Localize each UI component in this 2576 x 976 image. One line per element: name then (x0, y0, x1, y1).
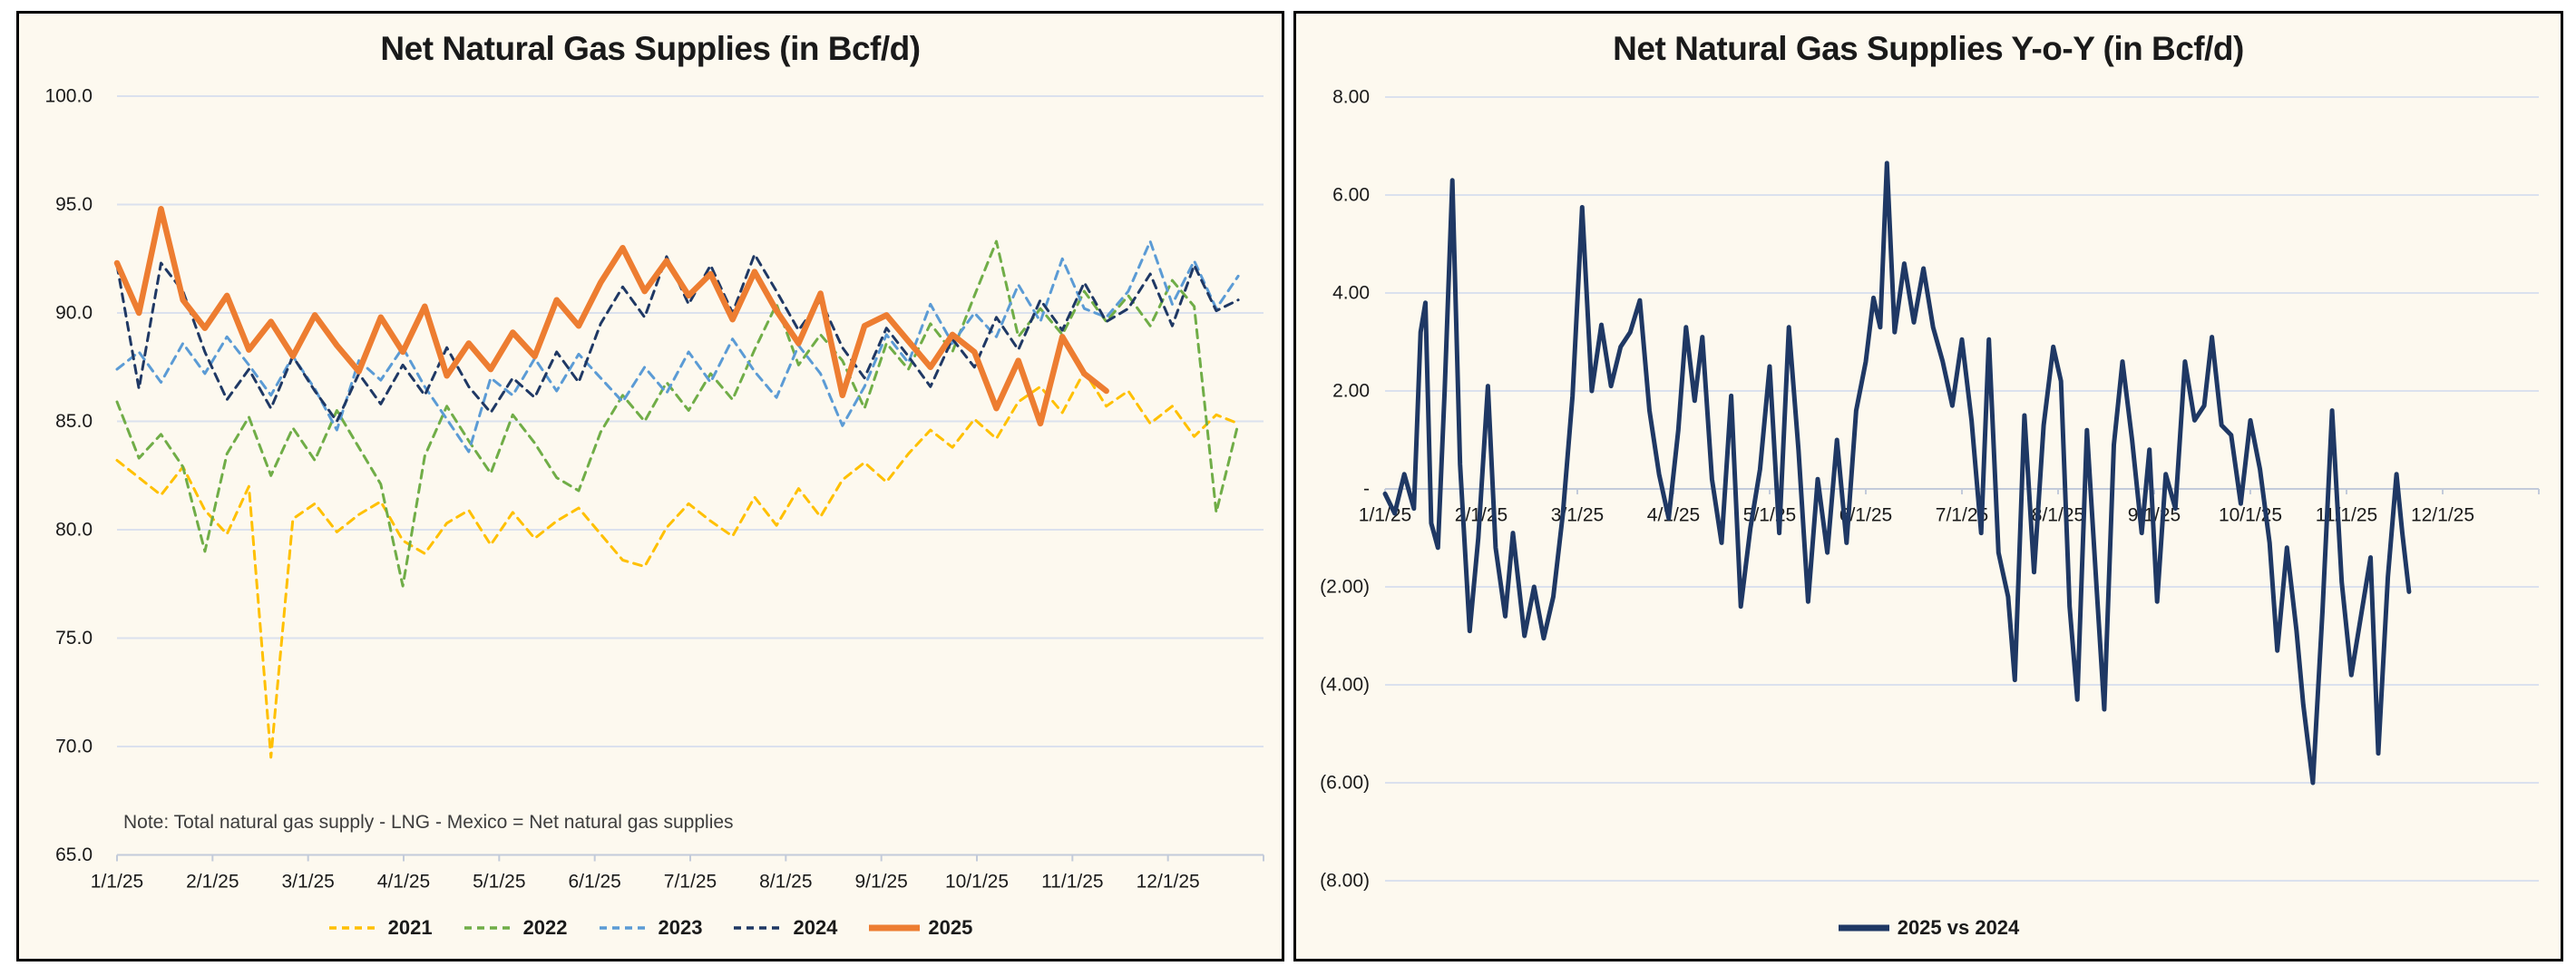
yoy-legend: 2025 vs 2024 (1296, 912, 2561, 944)
legend-swatch-2025 (869, 924, 921, 932)
series-2023-line (115, 239, 1240, 454)
y-axis-label: - (1363, 479, 1370, 500)
x-axis-label: 7/1/25 (664, 872, 717, 893)
y-axis-label: 100.0 (44, 86, 93, 107)
x-axis-label: 12/1/25 (1137, 872, 1200, 893)
series-2022-line (115, 239, 1240, 588)
legend-item-2025: 2025 (868, 916, 972, 940)
y-axis-label: (4.00) (1320, 675, 1370, 696)
x-axis-label: 5/1/25 (1743, 505, 1796, 526)
x-axis-label: 1/1/25 (1359, 505, 1411, 526)
chart-panel-yoy: 8.00 6.00 4.00 2.00 - (2.00) (4.00) (6.00) (8.00… (1293, 11, 2563, 961)
legend-label: 2022 (522, 916, 568, 939)
y-axis-label: 85.0 (55, 411, 93, 432)
yoy-plot-svg: 8.00 6.00 4.00 2.00 - (2.00) (4.00) (6.00) (8.00… (1320, 87, 2540, 892)
y-axis-label: 70.0 (55, 737, 93, 757)
legend-swatch-2024 (734, 926, 785, 930)
x-axis-label: 1/1/25 (91, 872, 143, 893)
legend-swatch-2023 (599, 926, 650, 930)
legend-swatch-2022 (463, 926, 515, 930)
legend-swatch-2025-vs-2024 (1838, 924, 1889, 932)
x-axis-label: 9/1/25 (854, 872, 907, 893)
chart-note: Note: Total natural gas supply - LNG - M… (123, 812, 734, 833)
chart-panel-net-supplies: 100.0 95.0 90.0 85.0 80.0 75.0 70.0 65.0 1/1/25 2… (16, 11, 1284, 961)
x-axis-label: 3/1/25 (1551, 505, 1604, 526)
series-2021-line (115, 370, 1240, 759)
legend-item-2023: 2023 (599, 916, 703, 940)
y-axis-label: (2.00) (1320, 577, 1370, 598)
y-axis-label: 8.00 (1332, 87, 1370, 108)
legend-label: 2025 (928, 916, 973, 939)
series-2025-line (113, 206, 1109, 427)
x-axis-label: 6/1/25 (568, 872, 620, 893)
y-axis-label: 95.0 (55, 194, 93, 215)
x-axis-label: 10/1/25 (2219, 505, 2282, 526)
legend-item-2025-vs-2024: 2025 vs 2024 (1838, 916, 2020, 940)
y-axis-label: (8.00) (1320, 871, 1370, 892)
legend-label: 2021 (387, 916, 433, 939)
y-axis-label: 6.00 (1332, 185, 1370, 206)
net-supplies-plot-svg: 100.0 95.0 90.0 85.0 80.0 75.0 70.0 65.0 1/1/25 2… (44, 86, 1264, 893)
x-axis-label: 8/1/25 (2032, 505, 2084, 526)
series-2024-line (115, 253, 1240, 423)
x-axis-label: 2/1/25 (186, 872, 239, 893)
legend-label: 2023 (658, 916, 703, 939)
legend-item-2022: 2022 (463, 916, 568, 940)
y-axis-label: 80.0 (55, 520, 93, 541)
y-axis-label: 2.00 (1332, 381, 1370, 402)
x-axis-label: 11/1/25 (1041, 872, 1104, 893)
x-axis-label: 5/1/25 (473, 872, 525, 893)
x-axis-label: 11/1/25 (2316, 505, 2378, 526)
x-axis-label: 3/1/25 (281, 872, 334, 893)
chart-title-yoy: Net Natural Gas Supplies Y-o-Y (in Bcf/d… (1613, 30, 2244, 67)
y-axis-label: (6.00) (1320, 773, 1370, 794)
legend-item-2021: 2021 (328, 916, 433, 940)
y-axis-label: 90.0 (55, 303, 93, 324)
x-axis-label: 4/1/25 (377, 872, 430, 893)
legend-swatch-2021 (328, 926, 380, 930)
x-axis-label: 4/1/25 (1647, 505, 1700, 526)
x-axis-label: 7/1/25 (1936, 505, 1988, 526)
y-axis-label: 65.0 (55, 844, 93, 865)
legend-label: 2025 vs 2024 (1897, 916, 2020, 939)
legend-item-2024: 2024 (733, 916, 837, 940)
x-axis-label: 8/1/25 (759, 872, 812, 893)
y-axis-label: 75.0 (55, 628, 93, 649)
legend-label: 2024 (793, 916, 838, 939)
x-axis-label: 6/1/25 (1839, 505, 1892, 526)
net-supplies-legend: 2021 2022 2023 2024 2025 (19, 912, 1282, 944)
chart-title-net-supplies: Net Natural Gas Supplies (in Bcf/d) (380, 30, 921, 67)
series-2025-vs-2024-line (1382, 161, 2412, 786)
x-axis-label: 12/1/25 (2411, 505, 2474, 526)
y-axis-label: 4.00 (1332, 283, 1370, 304)
x-axis-label: 10/1/25 (945, 872, 1009, 893)
